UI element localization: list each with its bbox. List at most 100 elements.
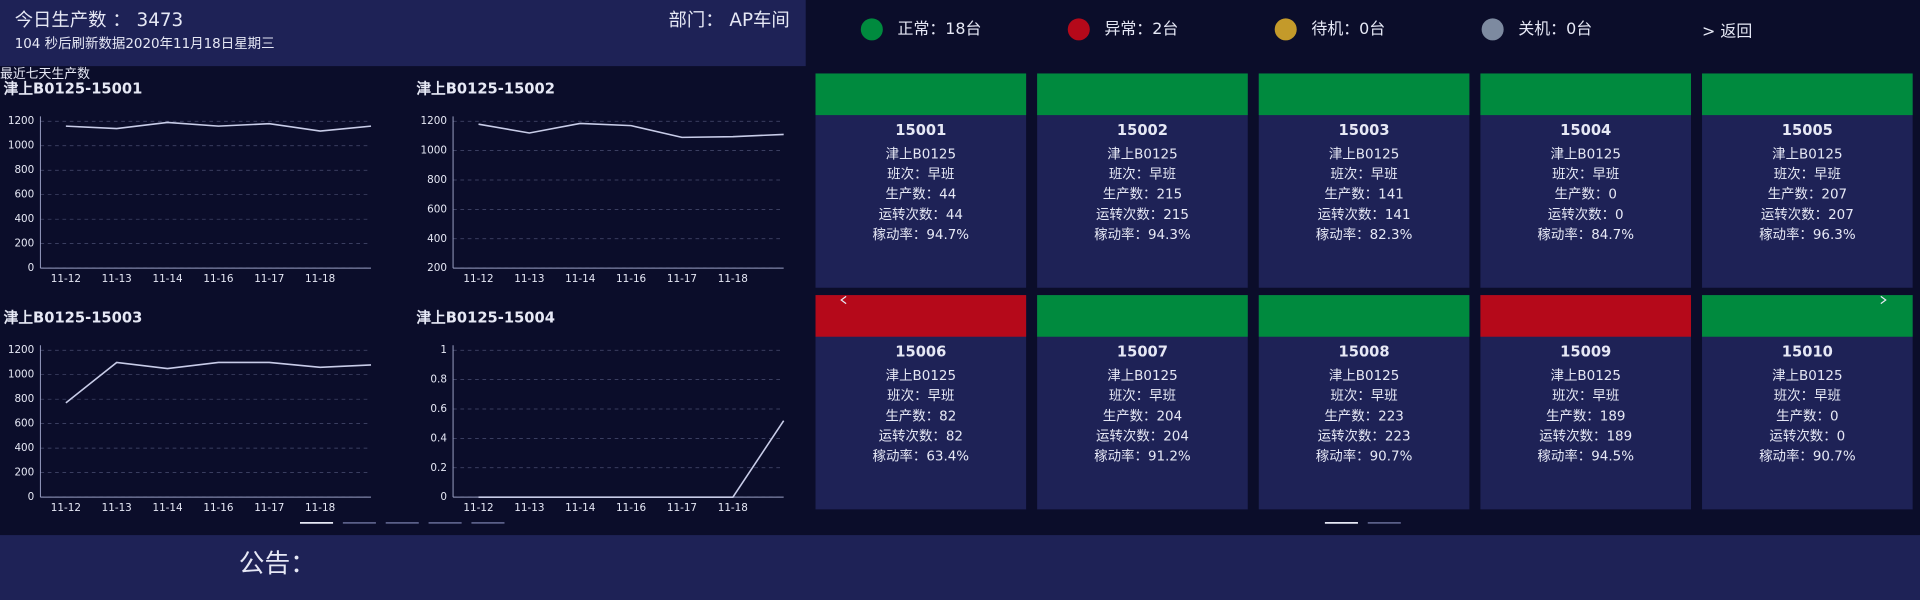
header-panel: [0, 0, 806, 67]
machine-id: 15003: [1339, 122, 1390, 139]
status-dot: [1274, 18, 1297, 41]
y-tick-label: 200: [14, 467, 34, 479]
machine-id: 15008: [1339, 344, 1390, 361]
status-label: 关机：0台: [1518, 19, 1592, 38]
status-dot: [1067, 18, 1090, 41]
machine-id: 15007: [1117, 344, 1168, 361]
machine-info: 稼动率：94.7%: [873, 226, 970, 243]
notice-bar: [0, 535, 1920, 600]
y-tick-label: 400: [427, 233, 447, 245]
section-title: 最近七天生产数: [0, 67, 90, 82]
carousel-next: [1880, 295, 1887, 305]
machine-info: 运转次数：223: [1318, 429, 1411, 445]
x-tick-label: 11-18: [718, 273, 748, 285]
x-tick-label: 11-14: [152, 273, 183, 285]
card-status-header: [1702, 73, 1913, 116]
machine-info: 稼动率：63.4%: [873, 448, 970, 465]
card-status-header: [1480, 295, 1692, 337]
y-tick-label: 0.2: [430, 462, 447, 474]
machine-info: 稼动率：90.7%: [1759, 448, 1856, 465]
machine-info: 津上B0125: [1772, 146, 1842, 162]
department: 部门： AP车间: [669, 10, 790, 31]
y-tick-label: 0.4: [430, 432, 447, 444]
machine-info: 生产数：141: [1324, 187, 1404, 203]
x-tick-label: 11-14: [565, 273, 596, 285]
status-label: 待机：0台: [1311, 19, 1385, 38]
machine-info: 稼动率：91.2%: [1094, 448, 1191, 465]
machine-info: 运转次数：141: [1318, 207, 1411, 223]
y-tick-label: 0: [28, 262, 35, 274]
card-status-header: [1037, 73, 1248, 116]
x-tick-label: 11-16: [203, 273, 233, 285]
y-tick-label: 400: [14, 213, 34, 225]
machine-info: 运转次数：0: [1548, 207, 1624, 223]
machine-id: 15009: [1560, 344, 1611, 361]
series-line: [65, 361, 372, 404]
machine-info: 生产数：44: [885, 187, 956, 203]
machine-info: 班次：早班: [1774, 166, 1841, 182]
y-tick-label: 1000: [8, 369, 34, 381]
machine-info: 津上B0125: [1107, 368, 1177, 384]
x-tick-label: 11-18: [305, 273, 335, 285]
y-tick-label: 0: [28, 491, 35, 503]
y-tick-label: 0.6: [430, 403, 447, 415]
chart-title: 津上B0125-15003: [4, 308, 143, 326]
machine-info: 津上B0125: [886, 146, 956, 162]
card-status-header: [1480, 73, 1692, 116]
machine-info: 稼动率：90.7%: [1316, 448, 1413, 465]
machine-info: 津上B0125: [1329, 368, 1399, 384]
machine-info: 生产数：204: [1103, 408, 1183, 424]
machine-info: 班次：早班: [887, 388, 954, 404]
machine-info: 生产数：0: [1776, 408, 1838, 424]
status-label: 正常：18台: [898, 19, 982, 38]
machine-info: 运转次数：189: [1539, 429, 1632, 445]
machine-info: 生产数：215: [1103, 187, 1183, 203]
machine-info: 班次：早班: [1330, 166, 1397, 182]
card-status-header: [1702, 295, 1913, 337]
y-tick-label: 200: [14, 238, 34, 250]
machine-info: 运转次数：0: [1769, 429, 1845, 445]
x-tick-label: 11-16: [203, 502, 233, 514]
machine-info: 津上B0125: [1551, 368, 1621, 384]
card-status-header: [1037, 295, 1248, 337]
x-tick-label: 11-13: [514, 273, 544, 285]
card-status-header: [815, 295, 1027, 337]
x-tick-label: 11-16: [616, 502, 646, 514]
carousel-prev: [840, 295, 847, 305]
back-button[interactable]: > 返回: [1702, 21, 1752, 40]
machine-info: 班次：早班: [1774, 388, 1841, 404]
machine-info: 生产数：207: [1768, 187, 1848, 203]
machine-info: 稼动率：94.5%: [1537, 448, 1634, 465]
x-tick-label: 11-17: [667, 273, 697, 285]
machine-id: 15005: [1782, 122, 1833, 139]
machine-info: 津上B0125: [886, 368, 956, 384]
machine-info: 班次：早班: [1552, 166, 1619, 182]
chart-title: 津上B0125-15002: [416, 79, 555, 97]
y-tick-label: 400: [14, 442, 34, 454]
y-tick-label: 600: [14, 418, 34, 430]
x-tick-label: 11-13: [102, 502, 132, 514]
machine-info: 津上B0125: [1551, 146, 1621, 162]
x-tick-label: 11-17: [254, 273, 284, 285]
x-tick-label: 11-17: [667, 502, 697, 514]
machine-info: 稼动率：96.3%: [1759, 226, 1856, 243]
machine-info: 生产数：223: [1324, 408, 1404, 424]
machine-info: 班次：早班: [1330, 388, 1397, 404]
x-tick-label: 11-18: [305, 502, 335, 514]
machine-info: 津上B0125: [1329, 146, 1399, 162]
machine-info: 运转次数：207: [1761, 207, 1854, 223]
status-dot: [860, 18, 883, 41]
machine-id: 15010: [1782, 344, 1833, 361]
